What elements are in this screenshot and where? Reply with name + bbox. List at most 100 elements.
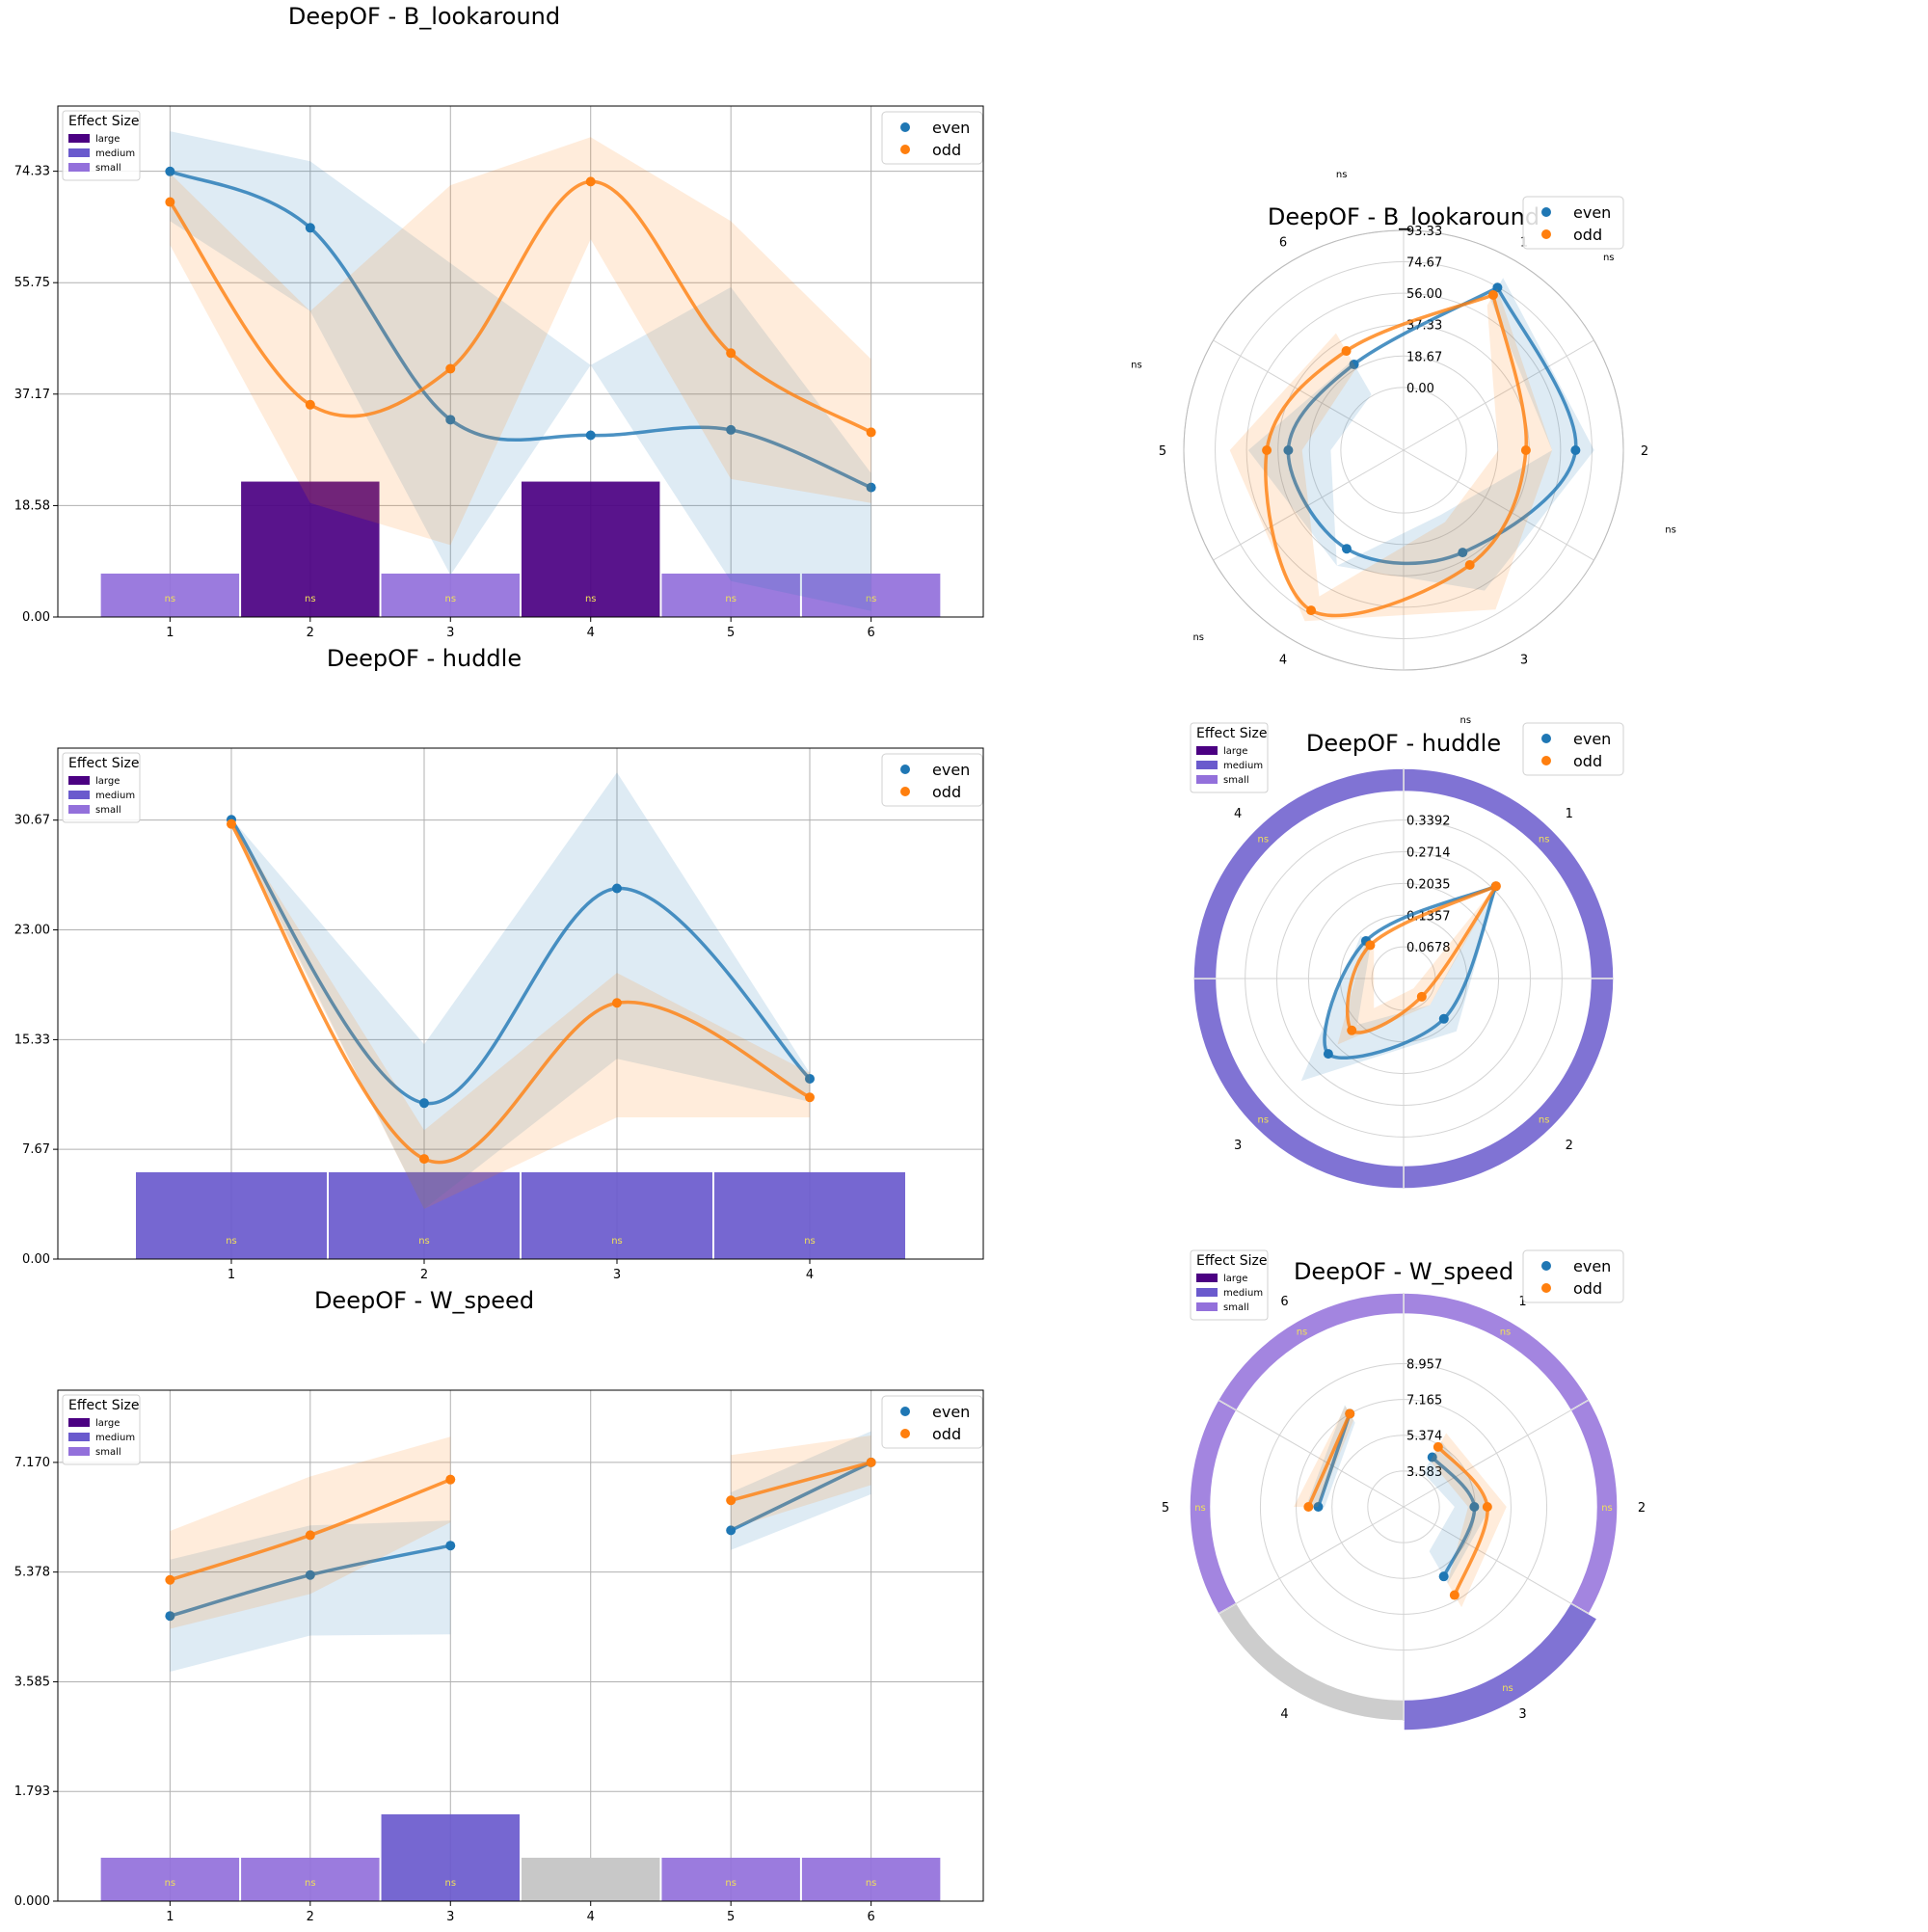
effect-size-swatch-large	[68, 776, 90, 785]
effect-size-swatch-medium	[68, 148, 90, 157]
effect-bar-label: ns	[226, 1236, 237, 1247]
confidence-band	[170, 137, 871, 546]
effect-size-item-medium: medium	[1223, 761, 1263, 771]
axes-frame	[57, 1389, 984, 1902]
r-tick-label: 8.957	[1406, 1357, 1442, 1372]
series-line	[229, 822, 811, 1165]
data-point	[866, 427, 876, 438]
data-point	[1341, 544, 1352, 554]
effect-size-item-medium: medium	[95, 791, 135, 801]
effect-size-title: Effect Size	[1196, 726, 1267, 741]
effect-size-title: Effect Size	[1196, 1253, 1267, 1269]
category-label: 6	[1280, 1295, 1288, 1309]
data-point	[1416, 991, 1427, 1002]
data-point	[305, 1570, 315, 1580]
effect-bar	[522, 1171, 712, 1259]
effect-size-swatch-small	[68, 1447, 90, 1456]
effect-size-item-medium: medium	[95, 1433, 135, 1443]
legend-marker-odd	[900, 787, 910, 796]
data-point	[1345, 1409, 1355, 1419]
effect-bar-group: ns	[661, 573, 800, 617]
effect-size-legend: Effect Size large medium small	[62, 1394, 141, 1465]
axes-frame	[57, 747, 984, 1260]
cart-huddle: DeepOF - huddle ns ns ns ns 0.00 7.67 15.33 23.0…	[14, 645, 984, 1282]
effect-size-title: Effect Size	[68, 114, 139, 129]
x-tick-label: 1	[228, 1268, 235, 1282]
angular-gridline	[1213, 339, 1405, 451]
data-point	[866, 1457, 876, 1467]
x-tick-label: 3	[613, 1268, 621, 1282]
data-point	[1469, 1502, 1480, 1512]
series-legend: even odd	[881, 1395, 983, 1449]
x-tick-label: 1	[166, 1910, 174, 1924]
series-line	[1306, 1412, 1352, 1508]
legend-label-even: even	[1573, 730, 1611, 748]
x-tick-label: 5	[727, 626, 735, 640]
effect-ring-label: ns	[1500, 1327, 1512, 1337]
effect-bar	[522, 1857, 660, 1901]
data-point	[1303, 1502, 1314, 1512]
data-point	[445, 363, 456, 374]
confidence-band	[1229, 287, 1553, 622]
effect-ring-label: ns	[1502, 1683, 1513, 1694]
y-tick-label: 37.17	[14, 388, 50, 402]
data-point	[1347, 1025, 1357, 1035]
ring-annotation: ns	[1460, 715, 1472, 726]
effect-size-swatch-medium	[68, 791, 90, 799]
effect-ring-label: ns	[1297, 1327, 1308, 1337]
category-label: 4	[1280, 1707, 1288, 1722]
effect-bar-label: ns	[165, 594, 176, 604]
confidence-band	[231, 772, 810, 1209]
data-point	[585, 430, 596, 441]
effect-bar-group: ns	[381, 573, 520, 617]
legend-label-odd: odd	[932, 783, 961, 801]
legend-marker-even	[900, 122, 910, 132]
effect-bar-group	[522, 1857, 660, 1901]
effect-ring-segment-group: ns	[1189, 1398, 1238, 1616]
r-tick-label: 18.67	[1406, 350, 1442, 364]
effect-size-legend: Effect Size large medium small	[1190, 722, 1269, 793]
effect-ring-segment	[1217, 1601, 1405, 1722]
data-point	[805, 1073, 815, 1084]
series-odd	[165, 137, 876, 546]
series-legend: even odd	[881, 753, 983, 807]
r-tick-label: 74.67	[1406, 256, 1442, 271]
effect-bar-group: ns	[522, 1171, 712, 1259]
category-label: 4	[1234, 807, 1242, 821]
y-tick-label: 0.00	[22, 610, 50, 625]
data-point	[165, 166, 175, 176]
ring-annotation: ns	[1192, 632, 1204, 643]
effect-size-item-medium: medium	[95, 148, 135, 159]
effect-bar	[714, 1171, 905, 1259]
category-label: 5	[1162, 1501, 1169, 1516]
chart-title: DeepOF - huddle	[327, 645, 522, 672]
y-tick-label: 55.75	[14, 276, 50, 290]
y-tick-label: 7.67	[22, 1142, 50, 1157]
effect-bar-label: ns	[866, 1878, 877, 1889]
y-tick-label: 5.378	[14, 1566, 50, 1580]
legend-marker-odd	[1541, 756, 1551, 765]
x-tick-label: 5	[727, 1910, 735, 1924]
effect-bar	[801, 573, 941, 617]
effect-size-item-small: small	[95, 1447, 121, 1458]
r-tick-label: 7.165	[1406, 1394, 1442, 1409]
data-point	[419, 1098, 429, 1109]
x-tick-label: 4	[806, 1268, 814, 1282]
data-point	[305, 223, 315, 233]
legend-marker-even	[1541, 734, 1551, 743]
y-tick-label: 3.585	[14, 1675, 50, 1689]
data-point	[1349, 359, 1359, 369]
y-tick-label: 74.33	[14, 165, 50, 179]
y-tick-label: 0.00	[22, 1252, 50, 1267]
data-point	[1323, 1049, 1333, 1060]
confidence-band	[1423, 1441, 1491, 1584]
effect-ring-label: ns	[1539, 1115, 1550, 1126]
angular-gridline	[1403, 339, 1594, 451]
data-point	[1570, 445, 1581, 455]
legend-label-odd: odd	[1573, 752, 1602, 770]
polar-lookaround: 0.0018.6737.3356.0074.6793.33123456nsnsn…	[1131, 170, 1676, 726]
data-point	[305, 399, 315, 410]
legend-marker-even	[1541, 1261, 1551, 1271]
category-label: 2	[1638, 1501, 1646, 1516]
